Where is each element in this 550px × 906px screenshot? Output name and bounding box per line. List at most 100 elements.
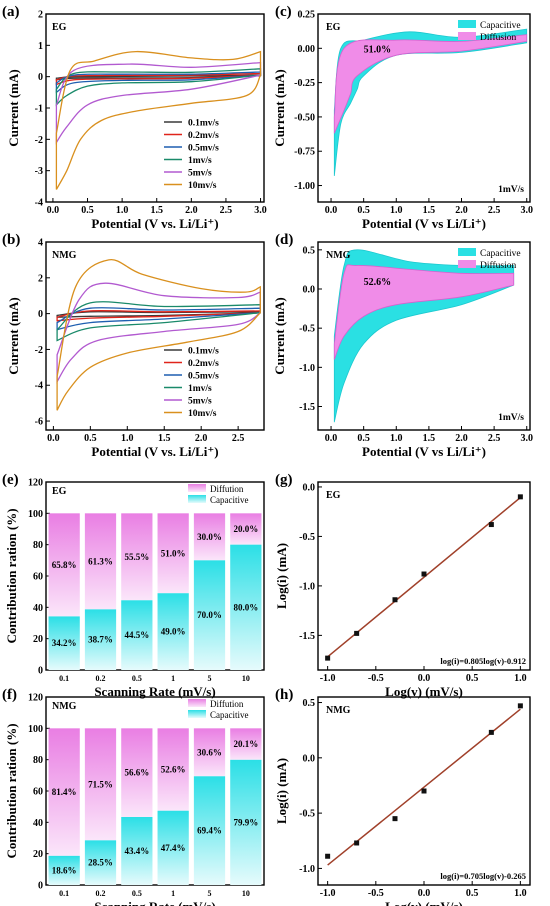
diffusion-bar (157, 513, 189, 594)
x-tick-label: -0.5 (368, 888, 384, 899)
y-tick-label: -1.0 (299, 363, 315, 374)
legend-entry: 0.1mv/s (188, 347, 219, 357)
legend-entry: Diffusion (480, 32, 516, 43)
capacitive-bar (157, 810, 189, 885)
capacitive-bar (84, 609, 117, 670)
y-tick-label: -4 (35, 381, 43, 392)
x-tick-label: 2.5 (220, 205, 233, 216)
x-tick-label: -0.5 (368, 673, 384, 684)
x-tick-label: 1.0 (390, 205, 403, 216)
capacitive-label: 34.2% (52, 638, 77, 648)
y-tick-label: 2 (38, 10, 43, 21)
capacitive-label: 28.5% (88, 858, 113, 868)
x-tick-label: 10 (242, 674, 250, 683)
x-tick-label: 1.5 (150, 205, 163, 216)
plot-frame (45, 241, 265, 431)
x-tick-label: 0.0 (325, 433, 338, 444)
y-tick-label: -0.75 (294, 147, 315, 158)
y-tick-label: 0.0 (303, 482, 316, 493)
y-tick-label: 80 (33, 540, 43, 551)
legend-entry: 10mv/s (188, 181, 217, 191)
data-point (325, 853, 331, 859)
y-axis-label: Log(i) (mA) (274, 543, 289, 609)
inset-label: EG (326, 22, 341, 33)
y-tick-label: -0.50 (294, 112, 315, 123)
inset-label: NMG (52, 250, 77, 261)
x-tick-label: 0.0 (418, 673, 431, 684)
diffusion-label: 20.0% (233, 524, 258, 534)
x-tick-label: 0.0 (47, 205, 60, 216)
diffusion-bar (193, 513, 226, 561)
y-tick-label: 120 (28, 693, 43, 704)
y-tick-label: -2 (35, 345, 43, 356)
x-tick-label: 0.1 (59, 889, 69, 898)
x-tick-label: 2.5 (488, 433, 501, 444)
y-tick-label: 20 (33, 849, 43, 860)
y-tick-label: 0.5 (303, 245, 316, 256)
y-axis-label: Contribution ration (%) (4, 723, 19, 858)
x-tick-label: 3.0 (520, 205, 533, 216)
capacitive-label: 43.4% (124, 846, 149, 856)
diffusion-label: 30.0% (197, 532, 222, 542)
data-point (392, 597, 398, 603)
x-axis-label: Scanning Rate (mV/s) (94, 899, 215, 906)
data-point (488, 522, 494, 528)
legend-entry: 5mv/s (188, 397, 212, 407)
inset-label: EG (52, 486, 67, 497)
legend-entry: 1mv/s (188, 156, 212, 166)
data-point (517, 703, 523, 709)
x-tick-label: -1.0 (320, 888, 336, 899)
y-axis-label: Log(i) (mA) (274, 758, 289, 824)
y-tick-label: -0.5 (299, 809, 315, 820)
y-tick-label: 2 (38, 273, 43, 284)
y-tick-label: 80 (33, 755, 43, 766)
y-tick-label: 100 (28, 509, 43, 520)
x-tick-label: 2.0 (195, 433, 208, 444)
inset-label: EG (52, 22, 67, 33)
diffusion-label: 20.1% (233, 739, 258, 749)
inset-label: NMG (326, 250, 351, 261)
y-tick-label: -4 (35, 198, 43, 209)
x-tick-label: 0.5 (132, 889, 142, 898)
capacitive-label: 18.6% (52, 865, 77, 875)
fit-line (327, 708, 521, 866)
diffusion-bar (84, 513, 117, 610)
legend-entry: 10mv/s (188, 409, 217, 419)
diffusion-label: 65.8% (52, 560, 77, 570)
series-line (56, 282, 261, 384)
x-tick-label: 0.2 (96, 889, 106, 898)
panel-b: (b) 0.0 0.5 1.0 1.5 2.0 2.5 -6 -4 -2 0 2 4 Potential … (2, 232, 265, 459)
x-tick-label: 0.0 (418, 888, 431, 899)
diffusion-label: 51.0% (161, 548, 186, 558)
capacitive-bar (48, 616, 80, 670)
y-tick-label: 0.0 (303, 753, 316, 764)
capacitive-bar (121, 817, 153, 885)
fit-equation: log(i)=0.705log(v)-0.265 (440, 871, 526, 881)
capacitive-bar (193, 560, 226, 670)
x-axis-label: Potential (V vs Li/Li⁺) (362, 444, 486, 459)
capacitive-label: 70.0% (197, 610, 222, 620)
x-tick-label: 0.5 (466, 888, 479, 899)
x-axis-label: Log(v) (mV/s) (385, 684, 463, 699)
x-tick-label: 1 (171, 889, 175, 898)
capacitive-bar (193, 776, 226, 885)
legend-entry: 5mv/s (188, 169, 212, 179)
diffusion-label: 56.6% (124, 768, 149, 778)
panel-label: (c) (275, 4, 292, 20)
x-tick-label: 1 (171, 674, 175, 683)
legend-entry: 1mv/s (188, 384, 212, 394)
x-tick-label: 0.0 (47, 433, 60, 444)
y-tick-label: 1 (38, 41, 43, 52)
y-tick-label: 0.00 (298, 44, 316, 55)
y-tick-label: -3 (35, 166, 43, 177)
x-tick-label: 1.0 (116, 205, 129, 216)
x-tick-label: 5 (208, 889, 212, 898)
legend-swatch (458, 248, 476, 256)
x-tick-label: 0.5 (84, 433, 97, 444)
x-tick-label: 1.5 (423, 205, 436, 216)
panel-label: (a) (2, 4, 20, 20)
legend-entry: Capacitive (210, 495, 248, 505)
capacitive-bar (157, 593, 189, 670)
diffusion-label: 61.3% (88, 556, 113, 566)
